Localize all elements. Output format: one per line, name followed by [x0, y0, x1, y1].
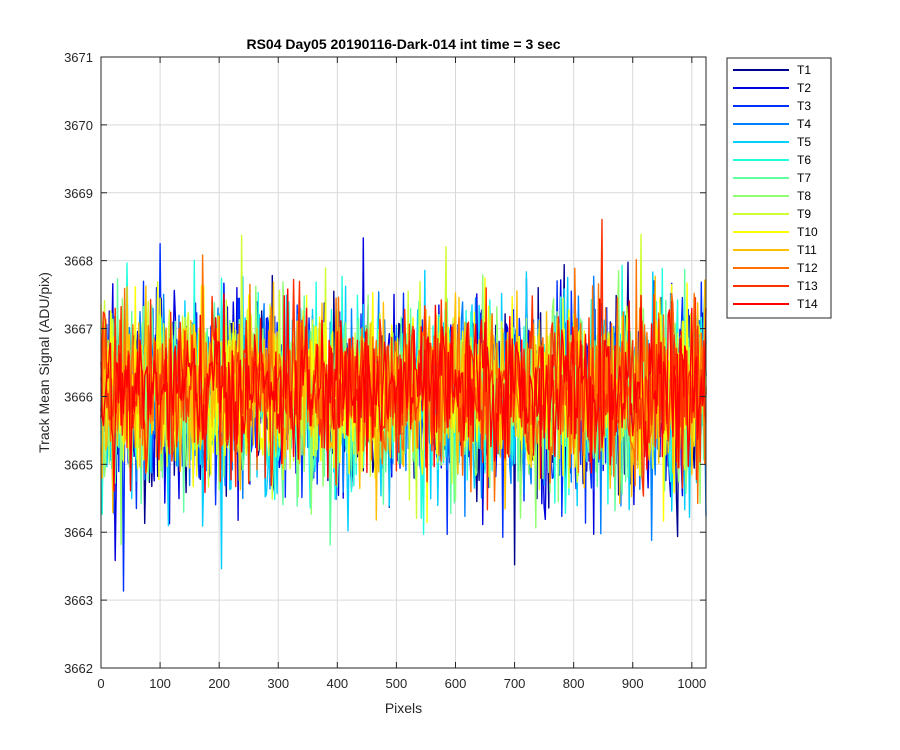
x-axis-label: Pixels: [385, 700, 422, 716]
legend-label-T12: T12: [797, 261, 818, 275]
legend-label-T4: T4: [797, 117, 811, 131]
y-tick-label: 3670: [64, 118, 93, 133]
x-axis: 0 100 200 300 400 500 600 700 800 900 1000: [97, 57, 706, 691]
x-tick-label: 600: [445, 676, 467, 691]
legend-label-T2: T2: [797, 81, 811, 95]
legend-label-T5: T5: [797, 135, 811, 149]
y-tick-label: 3668: [64, 254, 93, 269]
legend-label-T1: T1: [797, 63, 811, 77]
legend-label-T10: T10: [797, 225, 818, 239]
y-axis-label: Track Mean Signal (ADU/pix): [36, 272, 52, 453]
series-line-T14: [100, 288, 707, 494]
legend-label-T6: T6: [797, 153, 811, 167]
y-tick-label: 3671: [64, 50, 93, 65]
x-tick-label: 800: [563, 676, 585, 691]
chart-title: RS04 Day05 20190116-Dark-014 int time = …: [246, 36, 560, 52]
plot-area: [100, 218, 707, 592]
y-tick-label: 3667: [64, 322, 93, 337]
legend-label-T3: T3: [797, 99, 811, 113]
series-line-T12: [100, 254, 707, 505]
y-tick-label: 3666: [64, 389, 93, 404]
legend-label-T7: T7: [797, 171, 811, 185]
legend-box: [726, 57, 832, 319]
y-tick-label: 3669: [64, 186, 93, 201]
y-axis: 3662 3663 3664 3665 3666 3667 3668 3669 3670 3671: [64, 50, 706, 676]
x-tick-label: 300: [267, 676, 289, 691]
axes-box: [100, 56, 707, 669]
legend: T1 T2 T3 T4 T5 T6 T7 T8 T9 T10 T11 T12 T13 T14: [726, 57, 832, 319]
legend-label-T14: T14: [797, 297, 818, 311]
x-tick-label: 900: [622, 676, 644, 691]
x-tick-label: 200: [208, 676, 230, 691]
legend-label-T13: T13: [797, 279, 818, 293]
x-tick-label: 700: [504, 676, 526, 691]
legend-label-T9: T9: [797, 207, 811, 221]
x-tick-label: 1000: [677, 676, 706, 691]
y-tick-label: 3665: [64, 457, 93, 472]
x-tick-label: 0: [97, 676, 104, 691]
y-tick-label: 3663: [64, 593, 93, 608]
y-tick-label: 3664: [64, 525, 93, 540]
x-tick-label: 100: [149, 676, 171, 691]
y-tick-label: 3662: [64, 661, 93, 676]
legend-label-T8: T8: [797, 189, 811, 203]
x-tick-label: 400: [326, 676, 348, 691]
legend-label-T11: T11: [797, 243, 817, 257]
x-tick-label: 500: [386, 676, 408, 691]
